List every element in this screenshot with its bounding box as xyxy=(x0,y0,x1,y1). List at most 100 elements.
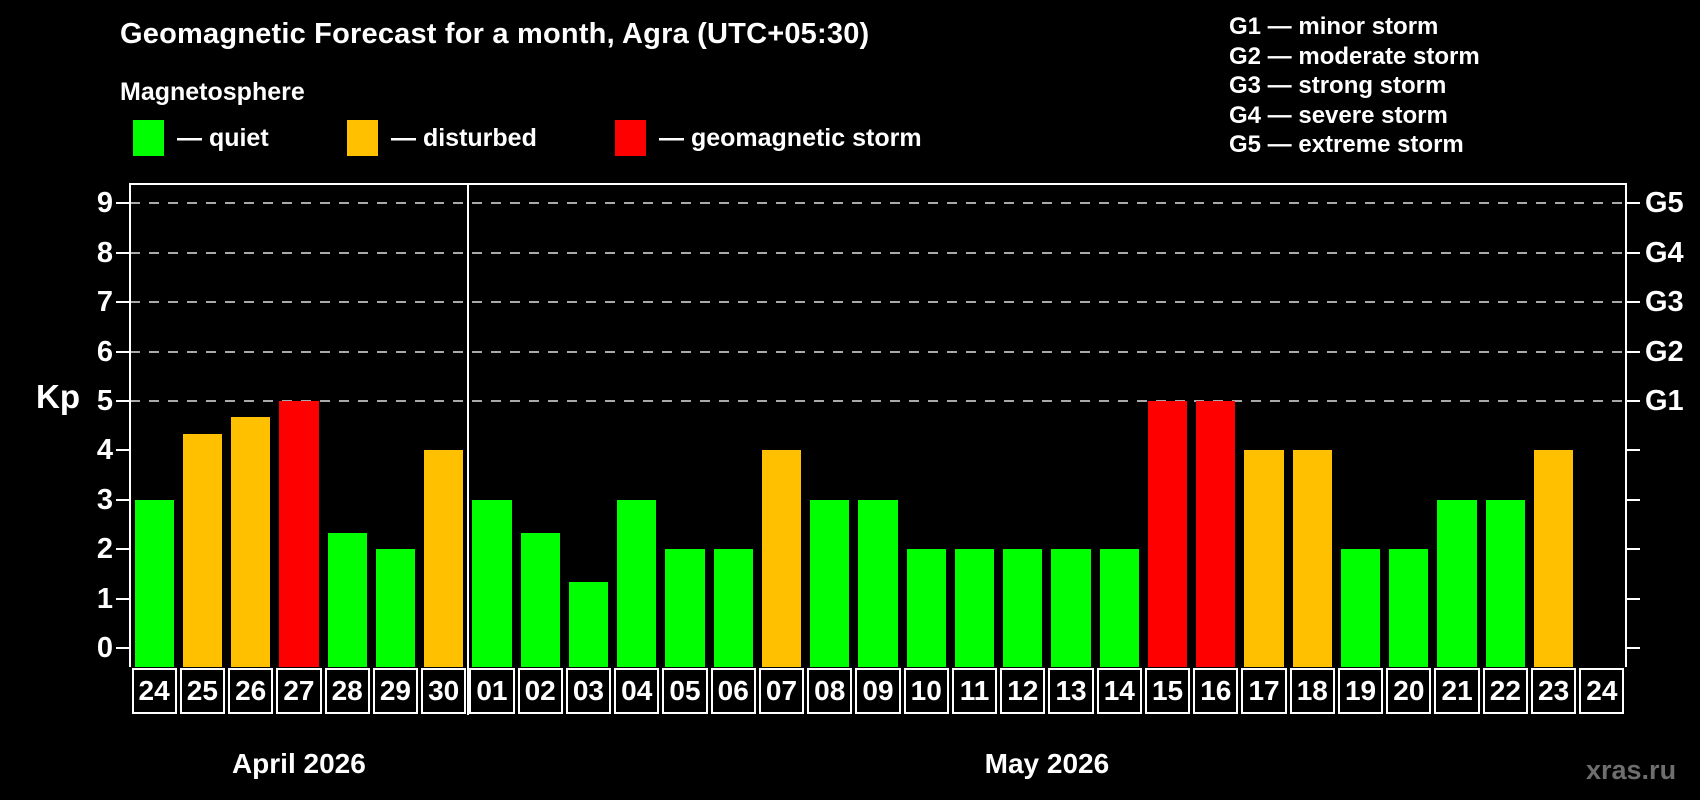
month-label-1: May 2026 xyxy=(984,748,1110,779)
y-tick-label: 9 xyxy=(96,187,113,220)
date-label: 24 xyxy=(1579,668,1625,714)
kp-bar xyxy=(424,450,464,667)
y-tick-left xyxy=(116,301,129,304)
disturbed-legend-label: — disturbed xyxy=(391,123,537,152)
y-tick-left xyxy=(116,449,129,452)
g-scale-legend: G1 — minor storm G2 — moderate storm G3 … xyxy=(1229,12,1480,160)
kp-bar xyxy=(665,549,705,667)
kp-bar xyxy=(617,499,657,667)
legend-item-storm: — geomagnetic storm xyxy=(615,119,922,157)
kp-bar xyxy=(375,549,416,667)
date-label: 02 xyxy=(517,668,563,714)
kp-bar xyxy=(231,417,271,667)
y-tick-right xyxy=(1627,597,1640,600)
kp-bar xyxy=(568,582,609,667)
date-label: 09 xyxy=(855,668,901,714)
kp-bar xyxy=(1147,401,1188,667)
date-label: 20 xyxy=(1386,668,1432,714)
date-label: 18 xyxy=(1289,668,1335,714)
y-tick-label: 3 xyxy=(96,483,113,516)
kp-bar xyxy=(1099,549,1139,667)
kp-bar xyxy=(810,499,850,667)
date-label: 10 xyxy=(903,668,949,714)
y-tick-right xyxy=(1627,202,1640,205)
y-tick-label: 4 xyxy=(96,434,113,467)
date-label: 23 xyxy=(1530,668,1577,714)
y-tick-left xyxy=(116,597,129,600)
kp-bar xyxy=(182,434,222,667)
kp-bar xyxy=(1244,450,1284,667)
y-tick-right xyxy=(1627,449,1640,452)
y-tick-label: 2 xyxy=(96,533,113,566)
y-tick-right xyxy=(1627,350,1640,353)
gridline-kp7 xyxy=(130,301,1626,304)
magnetosphere-label: Magnetosphere xyxy=(120,78,305,106)
kp-bar xyxy=(1292,450,1332,667)
date-label: 19 xyxy=(1337,668,1384,714)
watermark: xras.ru xyxy=(1586,755,1677,785)
g5-legend-line: G5 — extreme storm xyxy=(1229,131,1464,159)
y-tick-left xyxy=(116,647,129,649)
date-label: 07 xyxy=(758,668,805,714)
y-tick-left xyxy=(116,400,129,402)
legend-item-disturbed: — disturbed xyxy=(347,119,537,157)
g-axis-label: G1 xyxy=(1645,385,1684,417)
date-label: 06 xyxy=(710,668,756,714)
y-tick-left xyxy=(116,548,129,551)
kp-bar xyxy=(954,549,995,667)
kp-bar xyxy=(1437,499,1477,667)
kp-bar xyxy=(520,532,560,667)
y-tick-label: 7 xyxy=(96,286,113,319)
quiet-legend-label: — quiet xyxy=(177,123,269,152)
y-tick-label: 6 xyxy=(96,335,113,368)
kp-bar xyxy=(858,499,898,667)
storm-legend-label: — geomagnetic storm xyxy=(659,123,922,152)
date-label: 11 xyxy=(951,668,998,714)
date-label: 08 xyxy=(807,668,853,714)
g-axis-label: G3 xyxy=(1645,286,1684,319)
kp-bar xyxy=(1533,450,1574,667)
gridline-kp6 xyxy=(130,350,1626,353)
date-label: 26 xyxy=(228,668,274,714)
kp-bar xyxy=(327,532,367,667)
y-tick-right xyxy=(1627,647,1640,649)
date-label: 16 xyxy=(1193,668,1239,714)
plot-border-top xyxy=(129,183,1627,185)
g-axis-label: G2 xyxy=(1645,335,1684,368)
date-label: 13 xyxy=(1048,668,1094,714)
date-label: 14 xyxy=(1096,668,1142,714)
storm-color-swatch xyxy=(615,120,646,156)
legend-item-quiet: — quiet xyxy=(133,119,269,157)
date-label: 15 xyxy=(1144,668,1191,714)
y-tick-left xyxy=(116,251,129,254)
kp-bar xyxy=(761,450,802,667)
date-label: 27 xyxy=(276,668,322,714)
y-tick-label: 5 xyxy=(96,385,113,417)
kp-bar xyxy=(906,549,946,667)
g4-legend-line: G4 — severe storm xyxy=(1229,101,1448,129)
kp-bar xyxy=(1485,499,1525,667)
date-label: 12 xyxy=(1000,668,1046,714)
y-tick-label: 8 xyxy=(96,236,113,269)
date-label: 21 xyxy=(1434,668,1480,714)
g2-legend-line: G2 — moderate storm xyxy=(1229,42,1480,70)
date-label: 30 xyxy=(421,668,467,714)
date-label: 29 xyxy=(372,668,419,714)
gridline-kp9 xyxy=(130,202,1626,205)
page-title: Geomagnetic Forecast for a month, Agra (… xyxy=(120,18,870,50)
y-tick-label: 0 xyxy=(96,632,113,664)
kp-bar xyxy=(1340,549,1381,667)
kp-bar xyxy=(1389,549,1429,667)
date-label: 04 xyxy=(614,668,660,714)
y-tick-left xyxy=(116,202,129,205)
date-label: 25 xyxy=(179,668,225,714)
y-axis-line xyxy=(129,183,131,667)
kp-bar xyxy=(472,499,512,667)
kp-bar xyxy=(1196,401,1236,667)
date-label: 01 xyxy=(469,668,515,714)
date-label: 05 xyxy=(662,668,708,714)
y-tick-label: 1 xyxy=(96,582,113,615)
quiet-color-swatch xyxy=(133,120,164,156)
